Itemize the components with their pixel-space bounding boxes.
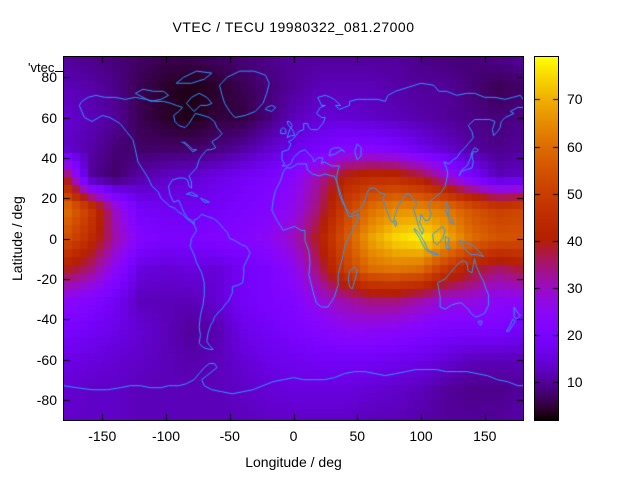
key-entry: 'vtec: [28, 60, 66, 75]
x-tick-label: -150: [88, 428, 117, 444]
x-tick-label: 50: [349, 428, 366, 444]
y-tick-label: 40: [41, 149, 57, 166]
y-tick-label: -40: [36, 311, 57, 328]
x-tick-label: -50: [219, 428, 240, 444]
plot-title: VTEC / TECU 19980322_081.27000: [172, 19, 415, 35]
colorbar-tick-label: 60: [567, 138, 583, 155]
vtec-heatmap-canvas: [64, 57, 523, 420]
colorbar-tick-label: 10: [567, 374, 583, 391]
y-tick-label: -20: [36, 270, 57, 287]
key-label: 'vtec: [28, 60, 55, 75]
colorbar-gradient-canvas: [535, 57, 558, 420]
colorbar-tick-label: 40: [567, 232, 583, 249]
x-tick-label: 150: [473, 428, 497, 444]
colorbar-tick-label: 70: [567, 91, 583, 108]
x-axis-label: Longitude / deg: [245, 454, 342, 470]
colorbar-tick-label: 50: [567, 185, 583, 202]
x-tick-label: 100: [409, 428, 433, 444]
colorbar-tick-label: 20: [567, 327, 583, 344]
y-tick-label: 80: [41, 69, 57, 86]
key-sample-line: [55, 71, 66, 72]
y-tick-label: 20: [41, 190, 57, 207]
y-tick-label: 60: [41, 109, 57, 126]
y-tick-label: -60: [36, 351, 57, 368]
y-tick-label: 0: [49, 230, 57, 247]
x-tick-label: -100: [151, 428, 181, 444]
x-tick-label: 0: [289, 428, 298, 444]
map-plot-area: [63, 56, 524, 421]
y-tick-label: -80: [36, 391, 57, 408]
colorbar: [534, 56, 559, 421]
colorbar-tick-label: 30: [567, 280, 583, 296]
